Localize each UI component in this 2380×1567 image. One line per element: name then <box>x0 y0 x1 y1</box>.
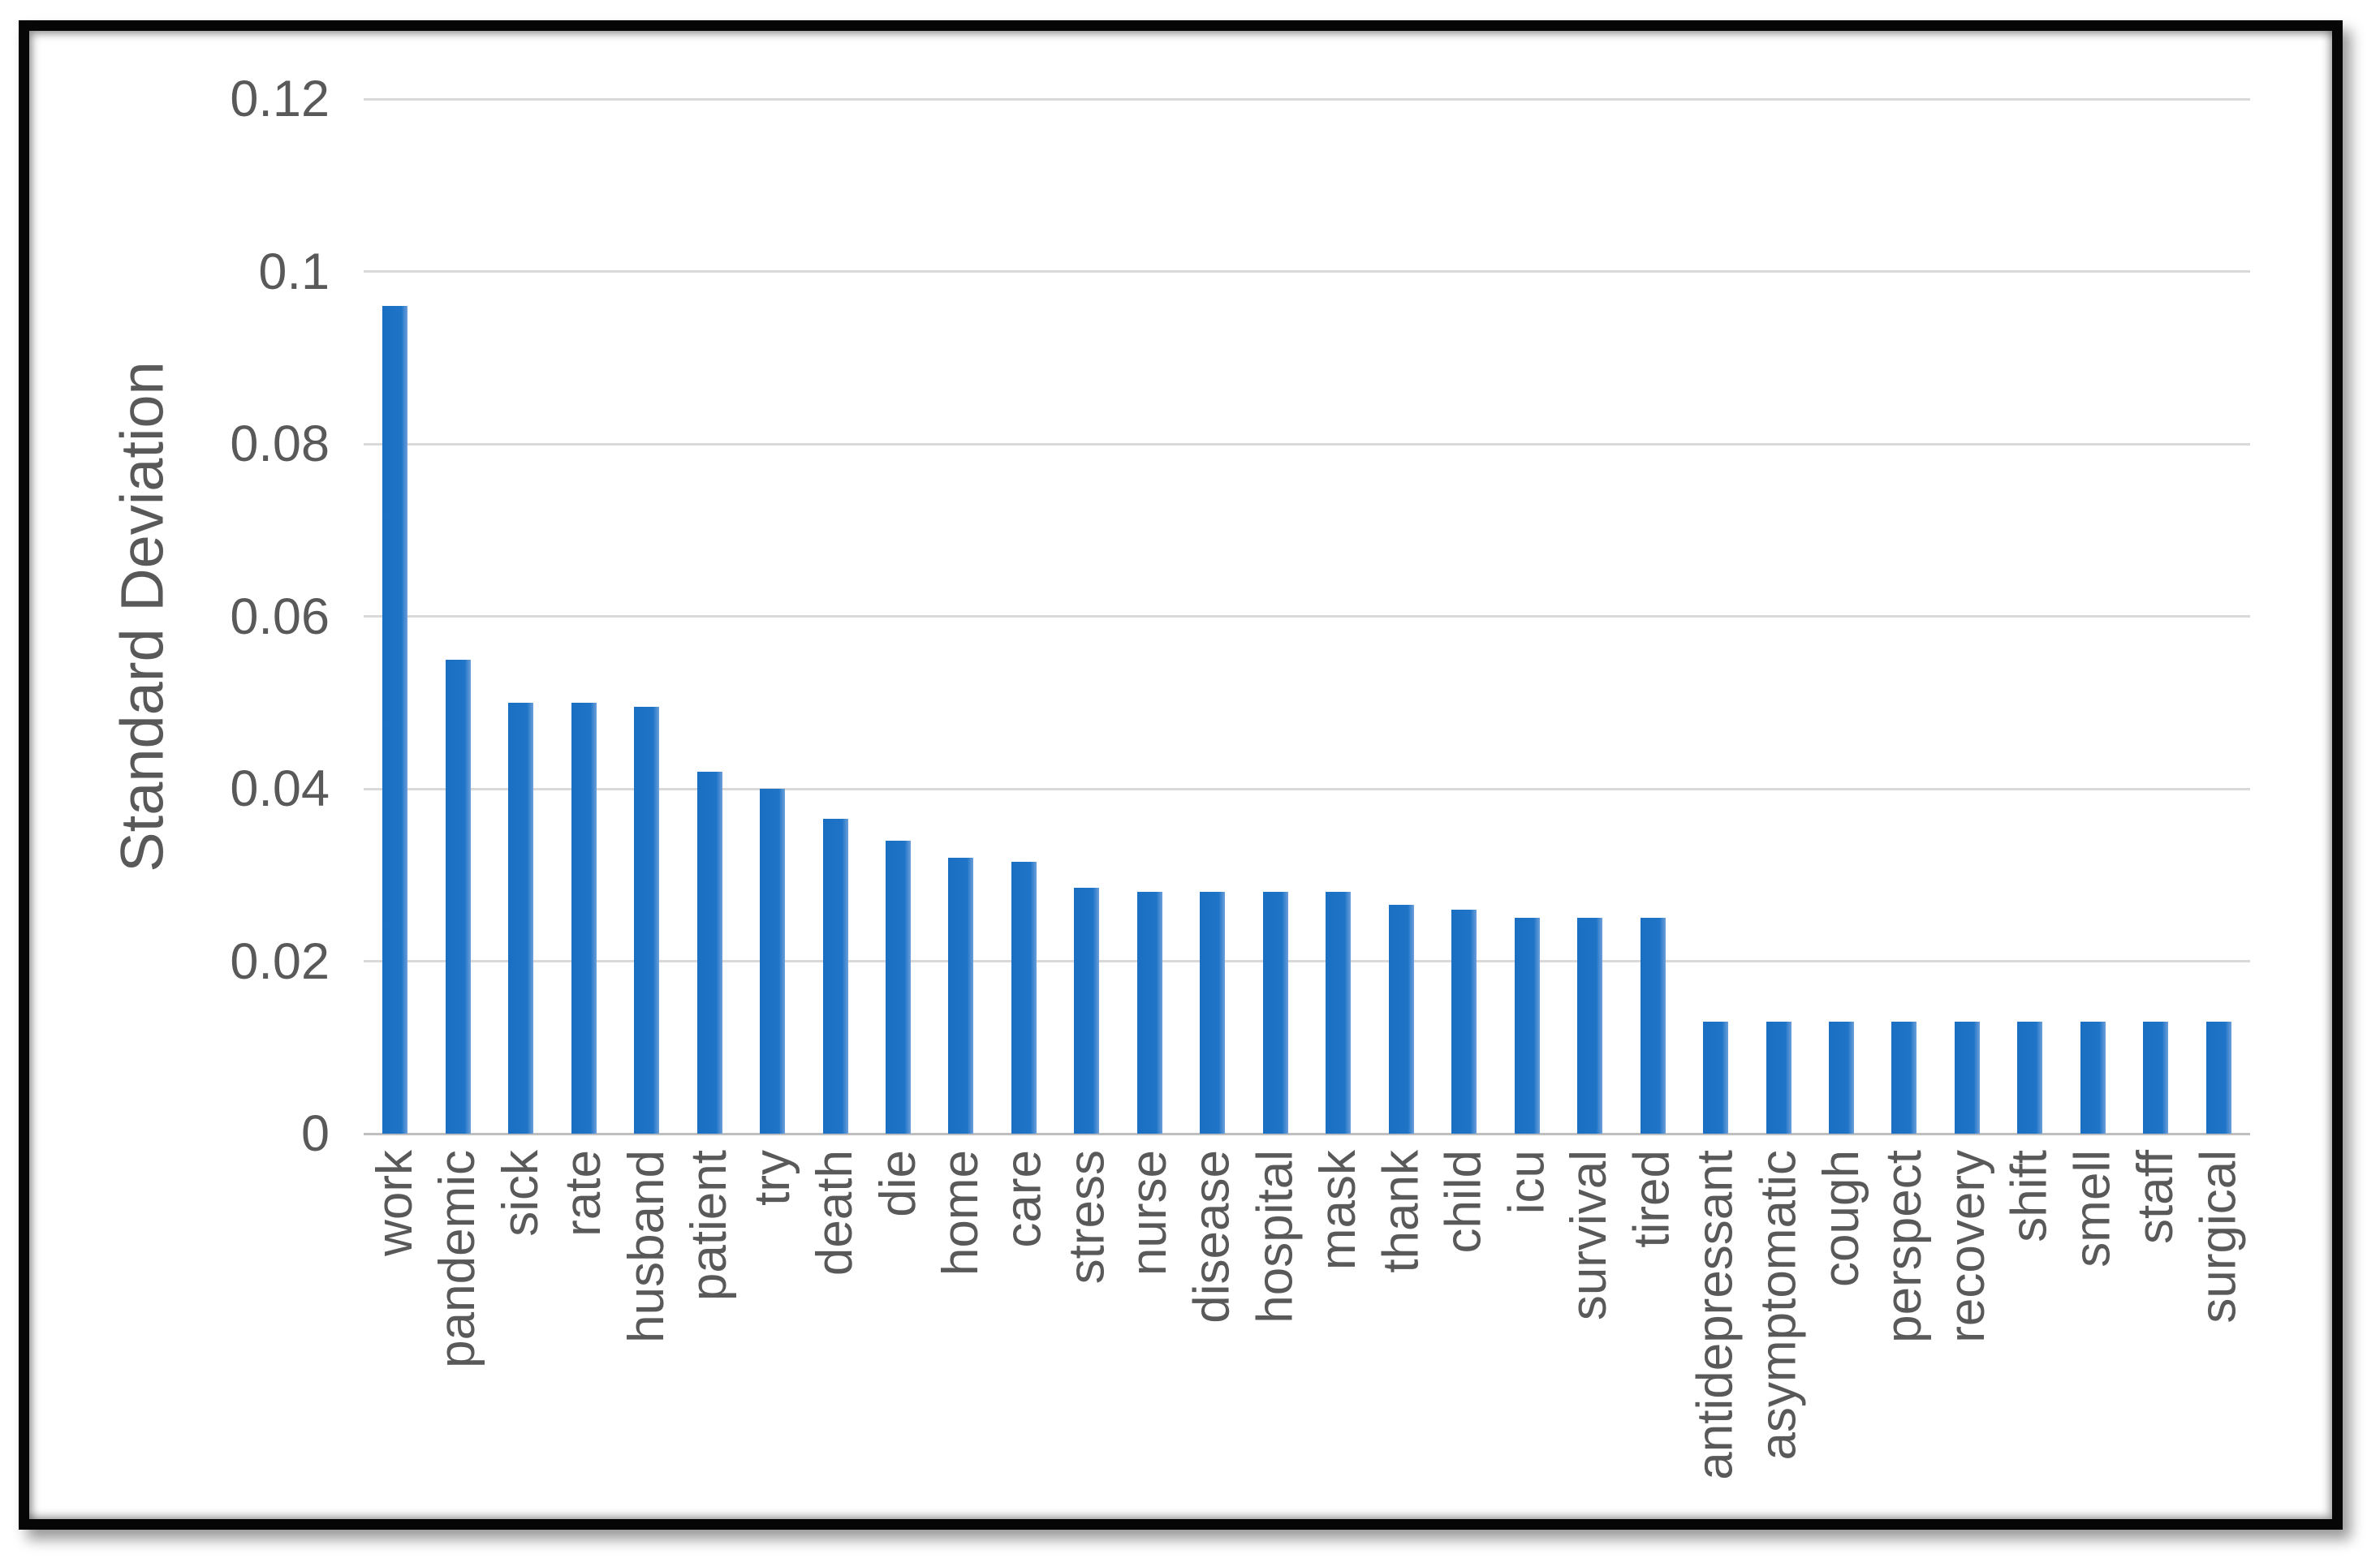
y-tick-label: 0.1 <box>258 243 330 300</box>
x-category-label: pandemic <box>429 1150 486 1368</box>
bar-chart: Standard Deviation 0 0.02 0.04 0.06 0.08 0.1 0… <box>29 31 2332 1519</box>
bar <box>1577 918 1603 1134</box>
y-tick-label: 0 <box>300 1105 330 1162</box>
bar <box>1766 1022 1791 1134</box>
x-category-label: mask <box>1309 1150 1366 1271</box>
gridline <box>364 97 2250 101</box>
x-category-label: smell <box>2064 1150 2121 1268</box>
x-category-label: hospital <box>1247 1150 1304 1324</box>
x-category-label: asymptomatic <box>1750 1150 1806 1461</box>
bar <box>1136 892 1162 1134</box>
bar <box>2205 1022 2231 1134</box>
bar <box>696 772 722 1134</box>
bar <box>885 841 911 1134</box>
x-category-label: recovery <box>1938 1150 1995 1343</box>
x-category-label: disease <box>1184 1150 1240 1324</box>
x-category-label: thank <box>1373 1150 1429 1273</box>
x-category-label: work <box>366 1150 423 1256</box>
x-category-label: icu <box>1498 1150 1555 1215</box>
gridline <box>364 442 2250 446</box>
bar <box>1891 1022 1917 1134</box>
bar <box>1703 1022 1729 1134</box>
x-category-label: patient <box>681 1150 738 1302</box>
bar <box>760 789 786 1134</box>
x-category-label: rate <box>555 1150 612 1237</box>
y-tick-label: 0.08 <box>230 415 330 472</box>
bar <box>634 707 660 1134</box>
x-category-label: stress <box>1058 1150 1115 1285</box>
bar <box>1954 1022 1980 1134</box>
y-tick-label: 0.12 <box>230 71 330 127</box>
bar <box>445 660 471 1134</box>
x-category-label: death <box>807 1150 863 1276</box>
bar <box>382 306 408 1134</box>
x-category-label: shift <box>2001 1150 2058 1242</box>
y-tick-label: 0.04 <box>230 760 330 817</box>
bar <box>948 858 974 1134</box>
y-tick-label: 0.06 <box>230 588 330 645</box>
gridline <box>364 787 2250 790</box>
x-category-label: child <box>1435 1150 1492 1254</box>
bar <box>1828 1022 1854 1134</box>
x-category-label: sick <box>492 1150 549 1237</box>
x-category-label: staff <box>2127 1150 2184 1245</box>
bar <box>1640 918 1666 1134</box>
bar <box>1388 905 1414 1134</box>
bar <box>508 703 534 1134</box>
x-category-label: tired <box>1624 1150 1681 1248</box>
gridline <box>364 270 2250 273</box>
bar <box>2143 1022 2169 1134</box>
x-category-label: die <box>869 1150 926 1217</box>
x-category-label: antidepressant <box>1687 1150 1744 1480</box>
chart-frame: Standard Deviation 0 0.02 0.04 0.06 0.08 0.1 0… <box>19 20 2343 1530</box>
x-category-label: husband <box>618 1150 675 1343</box>
x-category-label: surgical <box>2190 1150 2247 1324</box>
bar <box>2017 1022 2043 1134</box>
bar <box>1326 892 1352 1134</box>
x-category-label: home <box>932 1150 989 1276</box>
bar <box>1074 888 1100 1134</box>
bar <box>1514 918 1540 1134</box>
bar <box>822 819 848 1134</box>
bar <box>1262 892 1288 1134</box>
gridline <box>364 960 2250 962</box>
x-category-label: cough <box>1813 1150 1869 1287</box>
bar <box>1200 892 1226 1134</box>
x-category-label: nurse <box>1121 1150 1178 1276</box>
bar <box>571 703 597 1134</box>
x-category-label: survival <box>1561 1150 1618 1321</box>
x-category-label: perspect <box>1875 1150 1932 1343</box>
bar <box>1011 862 1037 1134</box>
bar <box>1451 910 1477 1134</box>
x-axis-line <box>364 1132 2250 1135</box>
y-tick-label: 0.02 <box>230 932 330 990</box>
gridline <box>364 615 2250 618</box>
x-category-label: care <box>995 1150 1052 1248</box>
x-category-label: try <box>744 1150 800 1206</box>
bar <box>2080 1022 2106 1134</box>
